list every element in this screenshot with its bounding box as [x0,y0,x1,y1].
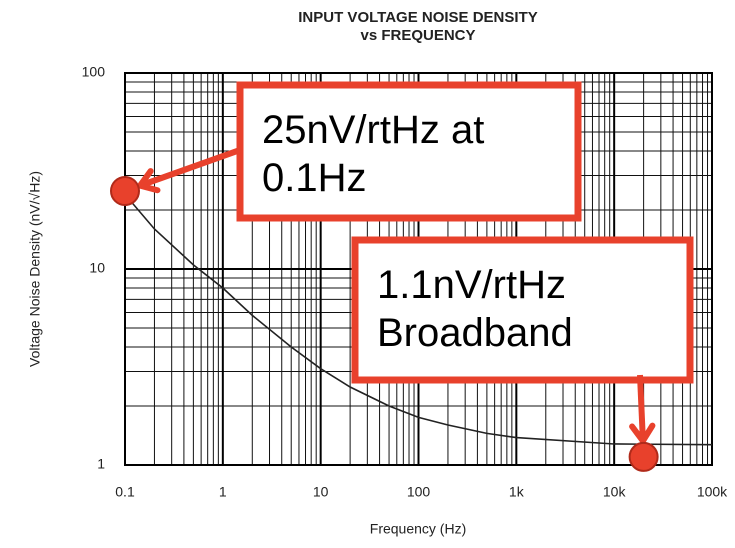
x-tick-label: 1k [509,484,525,500]
chart-title: INPUT VOLTAGE NOISE DENSITY [298,9,537,26]
annotation-text: 25nV/rtHz at [262,108,484,152]
annotation-point [110,176,140,207]
annotation-arrowhead [135,168,161,194]
x-tick-label: 1 [219,484,227,500]
x-tick-label: 0.1 [115,484,135,500]
x-axis-label: Frequency (Hz) [370,521,466,537]
plot-frame [124,72,713,466]
annotation-text: 1.1nV/rtHz [377,263,566,307]
y-tick-label: 100 [82,64,106,80]
annotation-arrowhead [629,422,656,447]
annotation-text: 0.1Hz [262,156,367,200]
y-tick-label: 1 [97,456,105,472]
annotation-point [628,441,659,472]
x-tick-label: 100 [407,484,431,500]
chart-subtitle: vs FREQUENCY [360,27,475,44]
data-line [124,193,713,446]
annotation-box [351,236,694,384]
y-tick-label: 10 [89,260,105,276]
x-tick-label: 10 [313,484,329,500]
x-tick-label: 10k [603,484,627,500]
annotation-box [236,81,582,222]
annotation-arrow [637,374,646,442]
annotation-text: Broadband [377,311,573,355]
annotation-arrow [139,147,242,189]
y-axis-label: Voltage Noise Density (nV/√Hz) [27,171,43,367]
x-tick-label: 100k [697,484,728,500]
